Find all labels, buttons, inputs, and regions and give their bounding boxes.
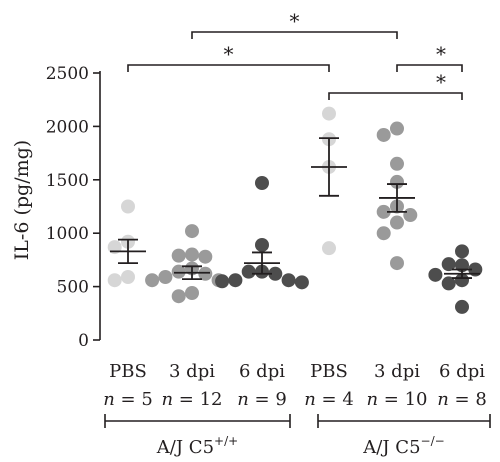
data-point [376, 204, 391, 219]
data-point [455, 273, 469, 288]
n-label: n = 8 [437, 389, 487, 410]
data-point [228, 273, 243, 288]
y-axis-label: IL-6 (pg/mg) [11, 140, 33, 260]
data-point [268, 266, 283, 281]
y-tick-label: 2500 [46, 64, 89, 84]
y-tick-label: 2000 [46, 117, 89, 137]
strain-group-bracket: A/J C5+/+ [104, 414, 291, 458]
data-point [455, 299, 469, 314]
n-label: n = 9 [237, 389, 287, 410]
category-label: 6 dpi [439, 361, 485, 382]
n-label: n = 5 [103, 389, 153, 410]
axes: 0 500 1000 1500 2000 2500 [46, 64, 101, 351]
data-point [322, 241, 336, 256]
n-label: n = 4 [304, 389, 354, 410]
data-point [185, 247, 199, 262]
category-labels: PBS n = 5 3 dpi n = 12 6 dpi n = 9 PBS n = 4 3 d… [103, 361, 491, 458]
category-label: 3 dpi [169, 361, 215, 382]
category-label: PBS [109, 361, 147, 382]
category-label: 3 dpi [374, 361, 420, 382]
significance-star: * [224, 42, 234, 66]
data-point [390, 156, 404, 171]
data-point [171, 264, 186, 279]
y-tick-label: 500 [57, 278, 89, 298]
significance-star: * [436, 70, 446, 94]
strain-group-label: A/J C5−/− [362, 434, 444, 458]
data-point [185, 286, 199, 301]
significance-star: * [290, 9, 300, 33]
significance-bracket: * [328, 70, 463, 100]
mean-sem-bars [110, 137, 480, 281]
y-tick-label: 1500 [46, 171, 89, 191]
y-tick-label: 1000 [46, 224, 89, 244]
significance-brackets: * * * * [127, 9, 463, 100]
data-point [107, 273, 122, 288]
data-point [428, 267, 443, 282]
significance-bracket: * [396, 42, 463, 72]
data-point [390, 215, 404, 230]
n-label: n = 12 [161, 389, 222, 410]
strain-group-bracket: A/J C5−/− [317, 414, 491, 458]
data-point [294, 275, 309, 290]
data-points [107, 106, 483, 314]
data-point [158, 269, 173, 284]
strain-group-label: A/J C5+/+ [156, 434, 238, 458]
data-point [322, 106, 336, 121]
data-point [255, 176, 269, 191]
y-tick-label: 0 [78, 331, 89, 351]
data-point [241, 264, 256, 279]
data-point [121, 199, 135, 214]
data-point [376, 127, 391, 142]
data-point [198, 266, 213, 281]
data-point [145, 273, 160, 288]
data-point [198, 249, 213, 264]
significance-star: * [436, 42, 446, 66]
data-point [441, 257, 456, 272]
data-point [455, 244, 469, 259]
data-point [390, 121, 404, 136]
data-point [215, 274, 230, 289]
data-point [403, 208, 418, 223]
data-point [281, 273, 296, 288]
data-point [171, 289, 186, 304]
data-point [390, 256, 404, 271]
data-point [441, 276, 456, 291]
data-point [171, 248, 186, 263]
data-point [390, 174, 404, 189]
n-label: n = 10 [366, 389, 427, 410]
significance-bracket: * [191, 9, 398, 39]
category-label: PBS [310, 361, 348, 382]
category-label: 6 dpi [239, 361, 285, 382]
data-point [376, 226, 391, 241]
data-point [121, 269, 135, 284]
data-point [255, 237, 269, 252]
significance-bracket: * [127, 42, 330, 72]
data-point [185, 224, 199, 239]
